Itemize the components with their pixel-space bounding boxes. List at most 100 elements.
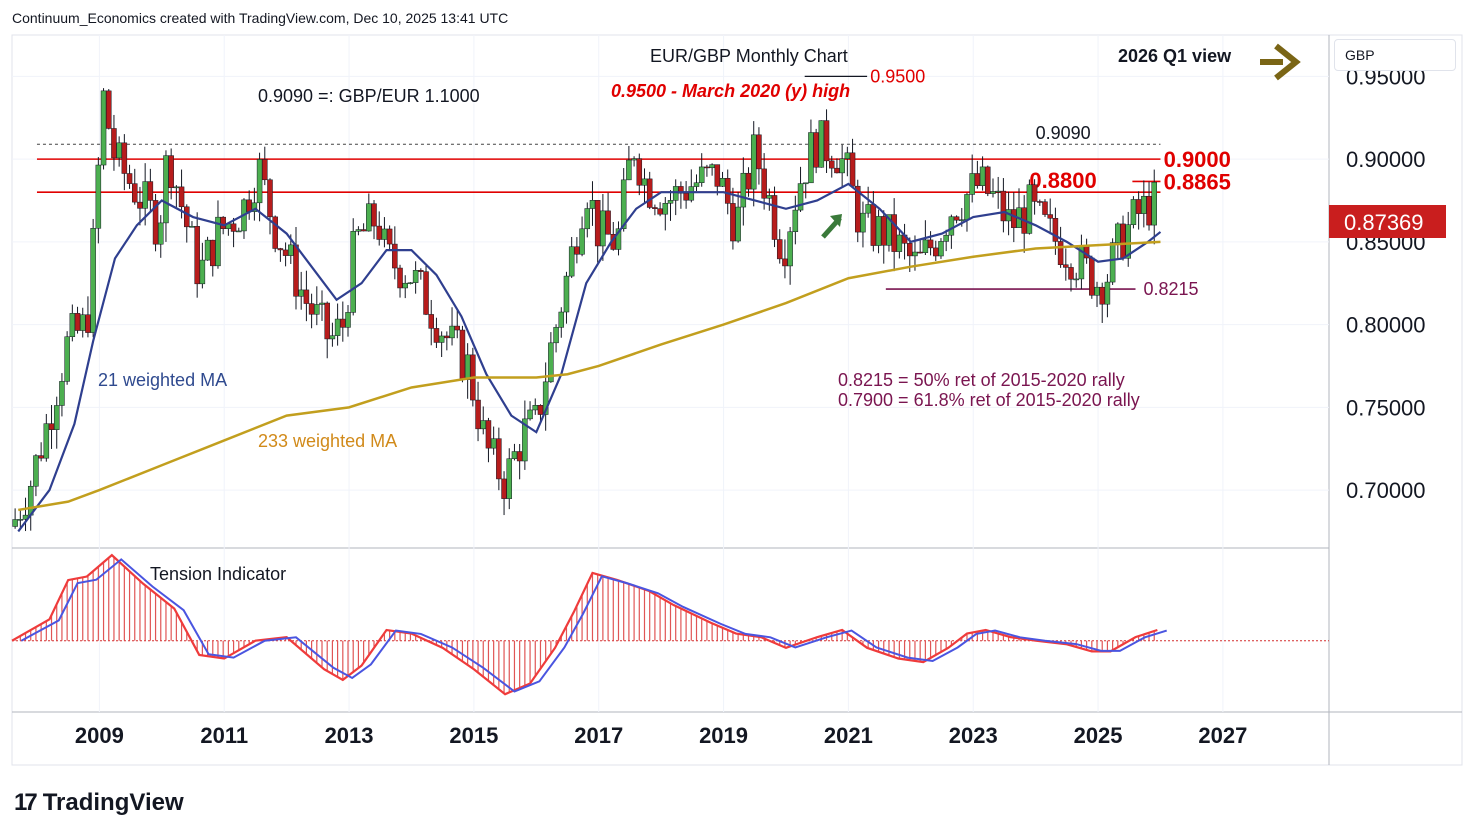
candle-body	[646, 178, 653, 208]
level-label: 0.9090	[1036, 123, 1091, 143]
candle-body	[891, 214, 897, 252]
candle-body	[605, 210, 611, 235]
candle-body	[693, 182, 700, 187]
x-tick-label: 2013	[325, 723, 374, 748]
candle-body	[620, 179, 627, 230]
candle-body	[423, 271, 429, 315]
candle-body	[553, 327, 559, 344]
candle-body	[563, 275, 570, 313]
x-tick-label: 2021	[824, 723, 873, 748]
candle-body	[756, 134, 762, 170]
candle-body	[272, 216, 278, 249]
candle-body	[90, 228, 96, 333]
candle-body	[615, 228, 622, 250]
candle-body	[662, 202, 669, 215]
candle-body	[449, 325, 455, 339]
candle-body	[43, 423, 50, 459]
level-label: 0.9500	[870, 66, 925, 86]
candle-body	[912, 251, 918, 257]
candle-body	[704, 166, 710, 169]
tradingview-logo[interactable]: 17 TradingView	[14, 789, 184, 817]
candle-body	[698, 166, 705, 183]
last-price-box	[1329, 205, 1446, 238]
candle-body	[184, 206, 190, 228]
candle-body	[740, 172, 747, 208]
candle-body	[688, 186, 695, 201]
candle-body	[433, 328, 440, 343]
candle-body	[100, 90, 107, 166]
candle-body	[600, 210, 606, 247]
candle-body	[366, 203, 372, 232]
retracement-618-note: 0.7900 = 61.8% ret of 2015-2020 rally	[838, 390, 1140, 410]
candle-body	[251, 202, 258, 212]
retracement-50-note: 0.8215 = 50% ret of 2015-2020 rally	[838, 370, 1125, 390]
candle-body	[215, 216, 221, 267]
candle-body	[641, 178, 648, 186]
candle-body	[579, 228, 585, 255]
candles	[12, 88, 1157, 532]
candle-body	[1130, 199, 1137, 225]
ma233-label: 233 weighted MA	[258, 431, 397, 451]
candle-body	[527, 409, 533, 420]
conversion-note: 0.9090 =: GBP/EUR 1.1000	[258, 86, 480, 106]
candle-body	[631, 158, 637, 161]
candle-body	[844, 152, 851, 159]
x-tick-label: 2009	[75, 723, 124, 748]
candle-body	[636, 158, 643, 186]
candle-body	[979, 166, 986, 186]
candle-body	[142, 181, 148, 209]
candle-body	[288, 244, 294, 256]
candle-body	[1063, 264, 1069, 268]
candle-body	[1052, 218, 1059, 242]
candle-body	[594, 200, 601, 247]
candle-body	[839, 158, 845, 174]
candle-body	[298, 289, 304, 297]
candle-body	[761, 168, 767, 199]
currency-selector[interactable]: GBP	[1334, 39, 1456, 71]
candle-body	[137, 201, 143, 209]
candle-body	[428, 314, 434, 329]
candle-body	[813, 132, 819, 168]
candle-body	[256, 159, 263, 204]
y-tick-label: 0.80000	[1346, 313, 1426, 338]
candle-body	[334, 318, 341, 336]
y-tick-label: 0.75000	[1346, 395, 1426, 420]
candle-body	[990, 191, 996, 194]
candle-body	[381, 228, 388, 240]
candle-body	[985, 166, 991, 194]
candle-body	[683, 193, 689, 201]
candle-body	[995, 190, 1001, 193]
candle-body	[771, 195, 778, 240]
candle-body	[589, 200, 596, 209]
candle-body	[865, 204, 871, 214]
candle-body	[360, 229, 367, 232]
candle-body	[626, 159, 632, 181]
candle-body	[48, 423, 55, 430]
candle-body	[220, 216, 226, 229]
candle-body	[480, 420, 486, 430]
candle-body	[917, 251, 923, 254]
candle-body	[584, 208, 591, 230]
candle-body	[787, 231, 793, 267]
candle-body	[1141, 195, 1147, 214]
candle-body	[464, 354, 471, 380]
candle-body	[1037, 201, 1043, 203]
candle-body	[1073, 278, 1079, 281]
candle-body	[568, 246, 575, 277]
gridlines	[12, 35, 1329, 712]
candle-body	[860, 212, 866, 233]
candle-body	[38, 455, 44, 459]
candle-body	[158, 222, 164, 245]
candle-body	[574, 246, 580, 255]
chart-frame	[11, 34, 1463, 766]
candle-body	[719, 178, 726, 187]
candle-body	[1146, 195, 1152, 226]
candle-body	[147, 181, 154, 201]
candle-body	[121, 142, 128, 174]
candle-body	[1057, 241, 1064, 265]
candle-body	[750, 134, 757, 190]
candle-body	[199, 259, 206, 285]
candle-body	[735, 206, 741, 242]
candle-body	[490, 438, 497, 449]
